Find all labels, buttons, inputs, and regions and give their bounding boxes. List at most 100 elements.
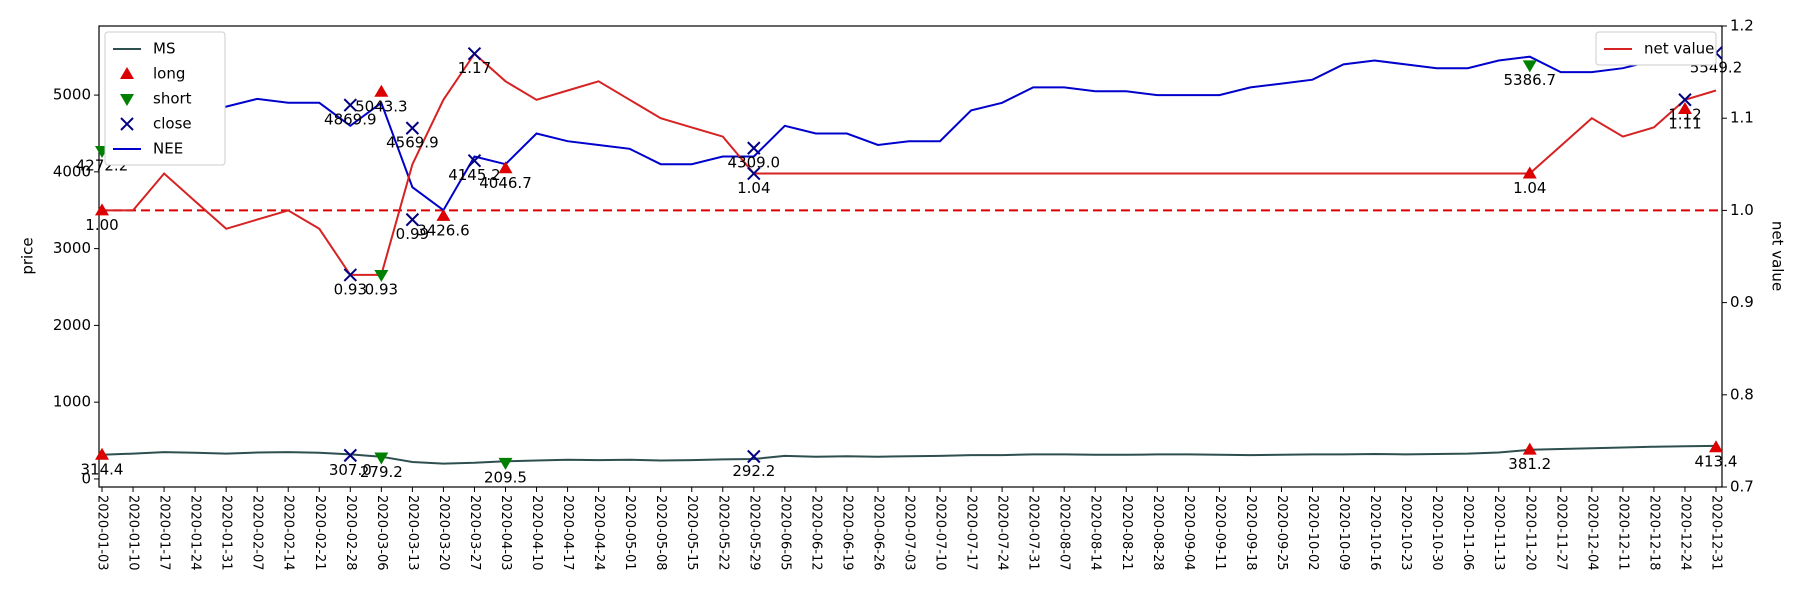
series-line	[101, 51, 1717, 212]
x-tick-label: 2020-09-04	[1181, 495, 1196, 571]
x-tick-label: 2020-10-23	[1398, 495, 1413, 571]
x-tick-label: 2020-02-21	[312, 495, 327, 571]
legend-label: NEE	[153, 140, 183, 158]
marker-x	[747, 141, 761, 155]
marker-close	[467, 46, 482, 61]
y-tick-label: 2000	[53, 316, 91, 334]
x-tick-label: 2020-01-24	[188, 495, 203, 571]
marker-label: 4309.0	[728, 154, 781, 172]
x-tick-label: 2020-04-03	[498, 495, 513, 571]
x-tick-label: 2020-12-31	[1709, 495, 1724, 571]
marker-x	[343, 98, 358, 112]
x-tick-label: 2020-08-21	[1119, 495, 1134, 571]
x-tick-label: 2020-06-19	[839, 495, 854, 571]
x-tick-label: 2020-06-26	[870, 495, 885, 571]
x-tick-label: 2020-12-11	[1615, 495, 1630, 571]
x-tick-label: 2020-09-18	[1243, 495, 1258, 571]
marker-long	[1522, 166, 1537, 179]
legend-swatch	[120, 67, 134, 79]
y2-tick-label: 0.8	[1730, 385, 1754, 403]
x-tick-label: 2020-05-22	[715, 495, 730, 571]
series-line	[101, 444, 1717, 465]
marker-label: 5043.3	[355, 97, 408, 115]
marker-close	[747, 449, 761, 464]
marker-close	[747, 141, 761, 155]
x-tick-label: 2020-04-10	[529, 495, 544, 571]
marker-close	[467, 154, 482, 168]
x-tick-label: 2020-03-06	[374, 495, 389, 571]
marker-label: 209.5	[484, 468, 527, 486]
marker-label: 292.2	[732, 462, 775, 480]
x-tick-label: 2020-12-24	[1677, 495, 1692, 571]
y2-tick-label: 1.2	[1730, 17, 1754, 35]
legend-label: short	[153, 90, 192, 108]
y-tick-label: 4000	[53, 162, 91, 180]
x-tick-label: 2020-01-03	[95, 495, 110, 571]
marker-label: 0.93	[365, 280, 398, 298]
x-tick-label: 2020-08-07	[1057, 495, 1072, 571]
marker-label: 0.93	[334, 280, 367, 298]
x-tick-label: 2020-05-08	[653, 495, 668, 571]
y-tick-label: 0	[81, 469, 91, 487]
marker-long	[436, 208, 451, 221]
marker-short	[374, 452, 389, 465]
marker-long	[95, 447, 109, 460]
y-tick-label: 1000	[53, 393, 91, 411]
marker-x	[1678, 93, 1692, 107]
marker-close	[747, 166, 761, 181]
x-tick-label: 2020-03-20	[436, 495, 451, 571]
x-tick-label: 2020-04-24	[591, 495, 606, 571]
marker-x	[343, 268, 358, 282]
marker-label: 4869.9	[324, 111, 377, 129]
x-tick-label: 2020-10-02	[1305, 495, 1320, 571]
y2-tick-label: 1.0	[1730, 201, 1754, 219]
x-tick-label: 2020-03-13	[405, 495, 420, 571]
x-tick-label: 2020-10-16	[1367, 495, 1382, 571]
marker-x	[747, 166, 761, 181]
marker-x	[343, 448, 358, 463]
x-tick-label: 2020-07-03	[902, 495, 917, 571]
marker-long	[498, 161, 513, 174]
marker-long	[374, 84, 389, 97]
legend-label: close	[153, 115, 192, 133]
marker-label: 3426.6	[417, 221, 470, 239]
marker-x	[467, 154, 482, 168]
x-tick-label: 2020-06-12	[808, 495, 823, 571]
y-tick-label: 5000	[53, 86, 91, 104]
legend-label: MS	[153, 40, 175, 58]
plot-frame	[98, 25, 1723, 488]
marker-short	[1522, 60, 1537, 73]
marker-close	[343, 98, 358, 112]
x-tick-label: 2020-10-30	[1429, 495, 1444, 571]
x-tick-label: 2020-07-24	[995, 495, 1010, 571]
x-tick-label: 2020-08-14	[1088, 495, 1103, 571]
series-line	[102, 52, 1717, 276]
marker-long	[1677, 101, 1692, 114]
marker-label: 1.04	[1513, 179, 1546, 197]
marker-label: 279.2	[360, 463, 403, 481]
marker-label: 307.0	[329, 461, 372, 479]
x-tick-label: 2020-07-31	[1026, 495, 1041, 571]
x-tick-label: 2020-02-28	[343, 495, 358, 571]
marker-x	[405, 121, 420, 135]
x-tick-label: 2020-03-27	[467, 495, 482, 571]
marker-label: 4145.2	[448, 166, 501, 184]
x-tick-label: 2020-02-14	[281, 495, 296, 571]
x-tick-label: 2020-07-17	[964, 495, 979, 571]
marker-label: 1.11	[1668, 114, 1701, 132]
x-tick-label: 2020-10-09	[1336, 495, 1351, 571]
x-tick-label: 2020-05-15	[684, 495, 699, 571]
x-tick-label: 2020-05-29	[746, 495, 761, 571]
x-tick-label: 2020-05-01	[622, 495, 637, 571]
marker-close	[405, 212, 420, 227]
x-tick-label: 2020-06-05	[777, 495, 792, 571]
marker-x	[405, 212, 420, 227]
marker-short	[498, 457, 513, 470]
x-tick-label: 2020-11-13	[1491, 495, 1506, 571]
x-tick-label: 2020-02-07	[250, 495, 265, 571]
y2-tick-label: 0.9	[1730, 293, 1754, 311]
marker-label: 4046.7	[479, 174, 532, 192]
marker-close	[343, 448, 358, 463]
